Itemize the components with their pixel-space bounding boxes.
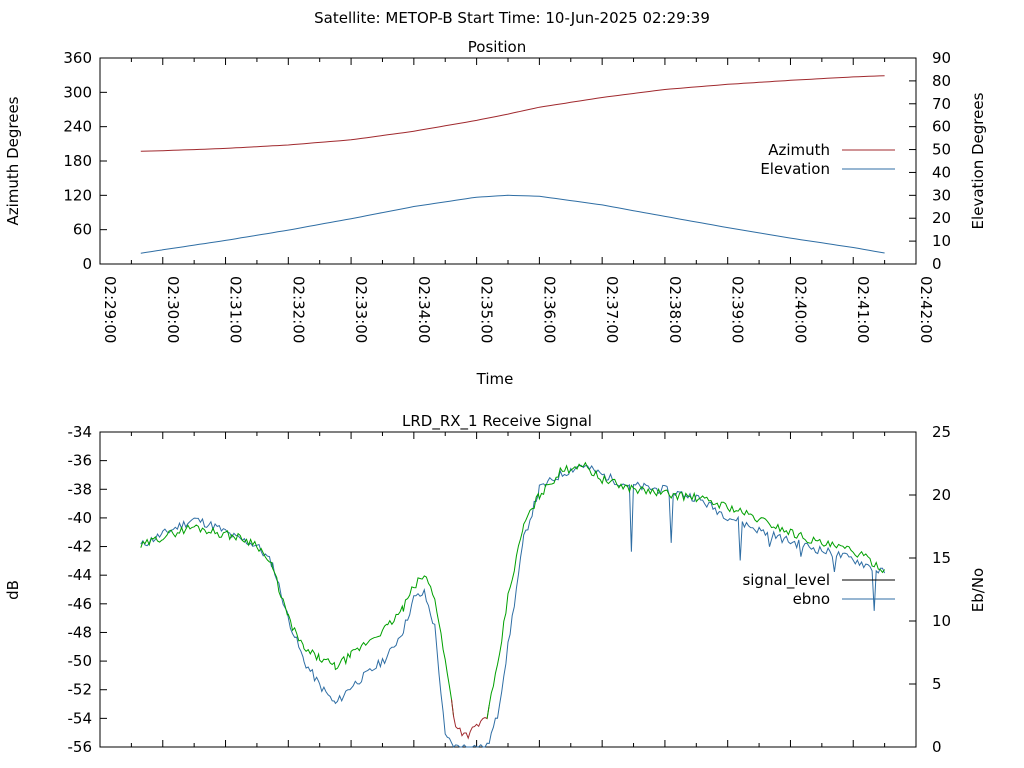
legend-label: Azimuth: [768, 141, 830, 159]
series-signal-level-line: [486, 461, 886, 719]
y-tick-label: 300: [63, 83, 92, 101]
y2-tick-label: 90: [932, 49, 951, 67]
legend-label: Elevation: [760, 160, 830, 178]
y-tick-label: -54: [68, 709, 93, 727]
legend-label: ebno: [793, 590, 830, 608]
y2-tick-label: 80: [932, 72, 951, 90]
y-tick-label: 180: [63, 152, 92, 170]
y2-tick-label: 15: [932, 549, 951, 567]
x-tick-label: 02:36:00: [540, 276, 558, 343]
chart-header: Satellite: METOP-B Start Time: 10-Jun-20…: [314, 9, 710, 27]
legend-label: signal_level: [742, 571, 830, 590]
y-tick-label: -36: [68, 452, 93, 470]
y2-tick-label: 60: [932, 118, 951, 136]
y-tick-label: 60: [73, 221, 92, 239]
y2-tick-label: 20: [932, 209, 951, 227]
y-tick-label: -44: [68, 566, 93, 584]
y2-tick-label: 30: [932, 186, 951, 204]
series-ebno-line: [140, 464, 886, 748]
x-tick-label: 02:40:00: [791, 276, 809, 343]
y2-tick-label: 25: [932, 423, 951, 441]
y-tick-label: -34: [68, 423, 93, 441]
y2-tick-label: 10: [932, 232, 951, 250]
y2-tick-label: 20: [932, 486, 951, 504]
signal-chart-title: LRD_RX_1 Receive Signal: [402, 412, 592, 431]
y-tick-label: -56: [68, 738, 93, 756]
series-signal-level-low-line: [451, 699, 490, 740]
y2-tick-label: 5: [932, 675, 942, 693]
series-elevation-line: [140, 194, 885, 254]
db-axis-label: dB: [4, 580, 22, 600]
y2-tick-label: 50: [932, 141, 951, 159]
x-tick-label: 02:33:00: [352, 276, 370, 343]
y2-tick-label: 0: [932, 738, 942, 756]
y2-tick-label: 40: [932, 163, 951, 181]
x-tick-label: 02:39:00: [729, 276, 747, 343]
y-tick-label: -50: [68, 652, 93, 670]
y2-tick-label: 0: [932, 255, 942, 273]
y-tick-label: -38: [68, 480, 93, 498]
x-tick-label: 02:38:00: [666, 276, 684, 343]
y-tick-label: -42: [68, 538, 93, 556]
ebno-axis-label: Eb/No: [969, 568, 987, 612]
x-tick-label: 02:41:00: [854, 276, 872, 343]
y2-tick-label: 10: [932, 612, 951, 630]
elevation-axis-label: Elevation Degrees: [969, 92, 987, 229]
y-tick-label: -52: [68, 681, 93, 699]
y-tick-label: -46: [68, 595, 93, 613]
x-tick-label: 02:34:00: [415, 276, 433, 343]
position-x-axis-label: Time: [476, 370, 514, 388]
x-tick-label: 02:35:00: [478, 276, 496, 343]
x-tick-label: 02:42:00: [917, 276, 935, 343]
x-tick-label: 02:37:00: [603, 276, 621, 343]
series-azimuth-line: [140, 75, 885, 152]
y2-tick-label: 70: [932, 95, 951, 113]
y-tick-label: 120: [63, 186, 92, 204]
y-tick-label: 0: [82, 255, 92, 273]
position-chart-title: Position: [468, 38, 526, 56]
y-tick-label: 360: [63, 49, 92, 67]
x-tick-label: 02:32:00: [289, 276, 307, 343]
azimuth-axis-label: Azimuth Degrees: [4, 96, 22, 225]
x-tick-label: 02:30:00: [164, 276, 182, 343]
y-tick-label: -48: [68, 623, 93, 641]
x-tick-label: 02:29:00: [101, 276, 119, 343]
series-signal-level-line: [140, 524, 455, 717]
y-tick-label: 240: [63, 118, 92, 136]
x-tick-label: 02:31:00: [227, 276, 245, 343]
y-tick-label: -40: [68, 509, 93, 527]
